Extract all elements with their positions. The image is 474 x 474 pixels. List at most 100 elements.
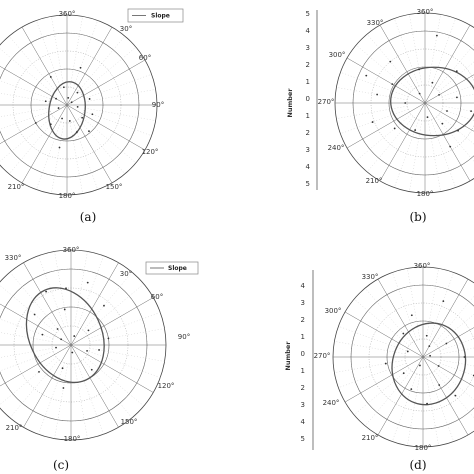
grid-spoke <box>424 74 474 104</box>
grid-minor-spoke <box>72 121 98 190</box>
grid-minor-spoke <box>78 35 125 92</box>
angle-label: 270° <box>318 98 335 106</box>
angle-labels-c: 360° 30° 60° 90° 120° 150° 180° 210° 330… <box>5 246 191 443</box>
grid-minor-spoke <box>441 84 474 98</box>
grid-minor-spoke <box>36 20 62 89</box>
grid-minor-spoke <box>427 120 441 192</box>
data-point <box>58 146 61 149</box>
data-point <box>449 145 452 148</box>
grid-minor-spoke <box>340 72 409 98</box>
panel-caption: (c) <box>53 458 69 472</box>
radial-tick-label: 4 <box>306 27 311 35</box>
data-point <box>455 70 458 73</box>
data-point <box>404 102 407 104</box>
data-point <box>71 351 74 354</box>
grid-minor-spoke <box>69 16 83 88</box>
grid-minor-spoke <box>88 351 161 378</box>
grid-minor-spoke <box>440 359 474 367</box>
data-point <box>414 129 417 131</box>
grid-minor-spoke <box>51 122 65 194</box>
slope-curve <box>25 287 105 384</box>
data-point <box>442 300 445 303</box>
grid-spoke <box>377 356 424 436</box>
grid-spoke <box>379 24 426 104</box>
grid-spoke <box>344 356 424 403</box>
angle-label: 120° <box>142 148 159 156</box>
grid-minor-spoke <box>353 299 410 346</box>
grid-spoke <box>70 262 119 346</box>
grid-minor-spoke <box>338 326 407 352</box>
grid-minor-spoke <box>434 370 474 419</box>
grid-minor-spoke <box>336 105 408 119</box>
polar-grid-b <box>334 12 474 194</box>
data-point <box>437 365 440 367</box>
grid-minor-spoke <box>0 48 54 94</box>
grid-minor-spoke <box>89 348 165 362</box>
grid-minor-spoke <box>434 295 474 344</box>
grid-minor-spoke <box>0 93 50 103</box>
grid-minor-spoke <box>428 373 454 442</box>
data-point <box>406 350 409 353</box>
grid-minor-spoke <box>367 116 414 173</box>
legend-box <box>145 261 199 275</box>
data-point <box>470 110 472 113</box>
data-point <box>70 101 73 104</box>
angle-label: 120° <box>158 382 175 390</box>
grid-minor-spoke <box>36 121 62 190</box>
angle-label: 330° <box>367 19 384 27</box>
data-point <box>65 287 67 290</box>
angle-labels-a: 360° 30° 60° 90° 120° 150° 180° 210° <box>8 10 165 200</box>
grid-minor-spoke <box>72 20 98 89</box>
grid-minor-spoke <box>430 119 456 188</box>
data-point <box>67 97 70 99</box>
data-point <box>68 120 71 122</box>
marks-c <box>25 281 110 389</box>
grid-spoke <box>23 262 72 346</box>
data-point <box>49 123 52 126</box>
radial-tick-label: 4 <box>301 282 306 290</box>
grid-minor-spoke <box>439 338 474 352</box>
angle-label: 270° <box>314 352 331 360</box>
grid-spoke <box>23 344 72 428</box>
grid-spoke <box>422 278 469 358</box>
data-point <box>62 387 65 389</box>
grid-minor-spoke <box>442 94 474 101</box>
angle-label: 90° <box>152 101 164 109</box>
panel-b: 5 4 3 2 1 0 1 2 3 4 5 Number 360° 330° 3… <box>286 8 474 224</box>
data-point <box>107 337 110 340</box>
data-point <box>103 304 105 307</box>
panel-d: 4 3 2 1 0 1 2 3 4 5 Number 360° 330° 300… <box>284 262 474 472</box>
grid-minor-spoke <box>0 318 54 339</box>
data-point <box>441 122 444 125</box>
grid-minor-spoke <box>74 251 88 327</box>
data-point <box>75 131 78 133</box>
grid-minor-spoke <box>0 116 54 162</box>
grid-spoke <box>66 104 146 151</box>
data-point <box>438 94 440 96</box>
data-point <box>365 74 368 77</box>
angle-label: 150° <box>106 183 123 191</box>
data-point <box>90 368 93 371</box>
data-point <box>384 362 387 365</box>
radial-tick-label: 1 <box>301 333 305 341</box>
angle-label: 330° <box>5 254 22 262</box>
data-point <box>41 333 44 336</box>
grid-spoke <box>70 344 119 428</box>
grid-minor-spoke <box>85 357 144 407</box>
legend-c: Slope <box>145 261 199 275</box>
grid-minor-spoke <box>441 108 474 122</box>
data-point <box>88 130 90 133</box>
radial-tick-label: 3 <box>301 401 305 409</box>
grid-spoke <box>0 344 72 387</box>
data-point <box>56 328 59 330</box>
data-point <box>61 117 63 120</box>
radial-tick-label: 1 <box>301 367 305 375</box>
grid-minor-spoke <box>425 374 439 446</box>
grid-minor-spoke <box>353 368 410 415</box>
data-point <box>63 308 66 311</box>
marks-b <box>365 34 474 148</box>
grid-spoke <box>379 102 426 182</box>
grid-minor-spoke <box>69 122 83 194</box>
radial-tick-label: 3 <box>306 146 310 154</box>
angle-label: 300° <box>329 51 346 59</box>
